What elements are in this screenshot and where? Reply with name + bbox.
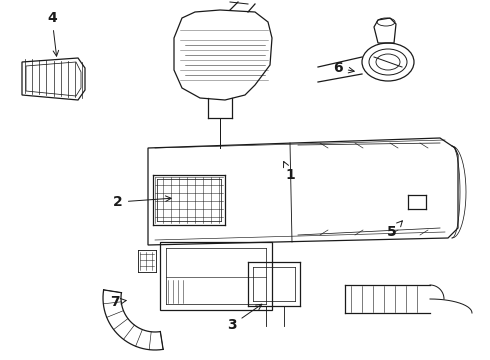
Text: 6: 6 xyxy=(333,61,354,75)
Text: 4: 4 xyxy=(47,11,59,56)
Text: 5: 5 xyxy=(387,221,402,239)
Text: 3: 3 xyxy=(227,304,262,332)
Text: 7: 7 xyxy=(110,295,126,309)
Text: 1: 1 xyxy=(284,162,295,182)
Text: 2: 2 xyxy=(113,195,171,209)
